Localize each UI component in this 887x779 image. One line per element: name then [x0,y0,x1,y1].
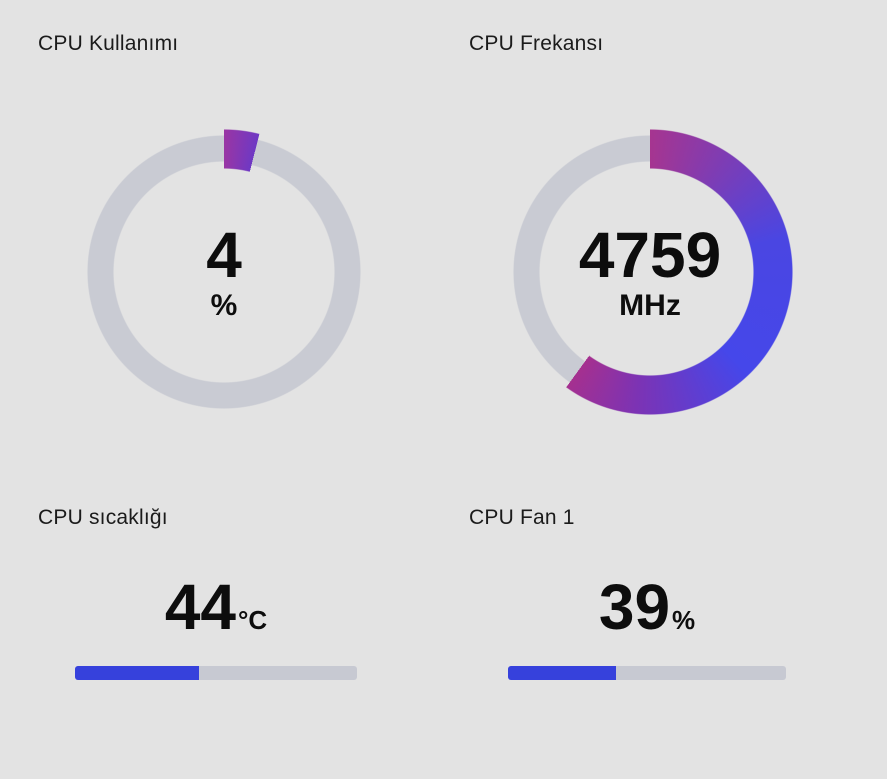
cpu-fan-bar-track [508,666,786,680]
cpu-frequency-value: 4759 [578,219,722,291]
gauge-fill [80,128,368,416]
cpu-fan-readout: 39 % [508,575,786,639]
cpu-temperature-readout: 44 °C [75,575,357,639]
cpu-fan-bar-fill [508,666,617,680]
cpu-temperature-value: 44 [164,571,236,643]
cpu-usage-readout: 4 % [84,132,364,412]
cpu-fan-value: 39 [598,571,671,643]
cpu-frequency-readout: 4759 MHz [510,132,790,412]
cpu-fan-unit: % [672,605,696,635]
cpu-frequency-unit: MHz [619,289,681,322]
gauge-fill [506,128,794,416]
cpu-usage-gauge: 4 % [80,128,368,416]
cpu-temperature-bar-track [75,666,357,680]
cpu-frequency-title: CPU Frekansı [469,32,604,55]
cpu-usage-value: 4 [206,219,242,291]
cpu-temperature-bar-fill [75,666,200,680]
cpu-temperature-title: CPU sıcaklığı [38,506,168,529]
cpu-temperature-unit: °C [238,605,268,635]
cpu-frequency-gauge: 4759 MHz [506,128,794,416]
cpu-usage-unit: % [210,289,238,322]
cpu-usage-title: CPU Kullanımı [38,32,179,55]
cpu-fan-title: CPU Fan 1 [469,506,575,529]
